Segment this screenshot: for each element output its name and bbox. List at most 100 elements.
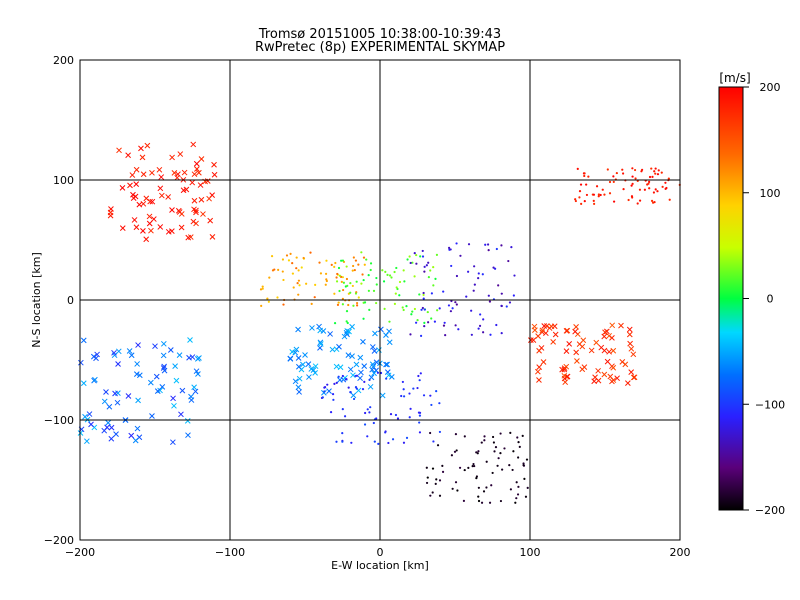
data-point-dot	[266, 297, 269, 300]
data-point-x	[296, 363, 302, 370]
data-point-x	[191, 206, 197, 213]
data-point-x	[536, 364, 543, 370]
data-point-x	[125, 152, 131, 159]
data-point-dot	[495, 323, 498, 327]
data-point-dot	[335, 280, 339, 283]
data-point-x	[134, 361, 140, 367]
data-point-x	[170, 439, 176, 446]
data-point-dot	[441, 464, 444, 467]
data-point-x	[295, 384, 302, 391]
data-point-dot	[394, 292, 397, 295]
colorbar-tick-label: 100	[760, 187, 781, 200]
data-point-x	[171, 170, 178, 176]
data-point-dot	[381, 269, 384, 272]
data-point-dot	[631, 175, 634, 178]
y-tick-label: −100	[44, 414, 74, 427]
data-point-dot	[432, 266, 435, 269]
data-point-dot	[268, 276, 271, 279]
data-point-x	[347, 366, 354, 373]
data-point-dot	[508, 464, 511, 467]
data-point-dot	[514, 501, 517, 504]
data-point-dot	[435, 389, 438, 393]
data-point-dot	[401, 380, 404, 384]
data-point-x	[88, 421, 94, 428]
data-point-x	[112, 390, 118, 397]
data-point-dot	[333, 265, 336, 268]
data-point-dot	[421, 255, 425, 258]
data-point-dot	[343, 415, 347, 418]
data-point-dot	[354, 386, 358, 389]
data-point-dot	[432, 440, 435, 443]
data-point-x	[572, 328, 578, 335]
data-point-dot	[270, 255, 274, 258]
data-point-dot	[340, 280, 343, 283]
data-point-dot	[352, 304, 355, 307]
data-point-x	[317, 341, 324, 347]
data-point-dot	[583, 199, 586, 203]
data-point-dot	[518, 445, 521, 448]
data-point-dot	[648, 175, 652, 179]
data-point-dot	[580, 202, 583, 205]
data-point-dot	[418, 414, 422, 417]
data-point-dot	[494, 267, 497, 270]
data-point-dot	[447, 304, 451, 307]
data-point-dot	[516, 436, 519, 439]
data-point-dot	[503, 447, 506, 450]
data-point-dot	[438, 402, 441, 405]
data-point-dot	[310, 302, 313, 305]
data-point-dot	[500, 244, 503, 247]
data-point-dot	[360, 251, 363, 254]
data-point-x	[580, 337, 587, 344]
data-point-dot	[636, 202, 639, 205]
chart-title: Tromsø 20151005 10:38:00-10:39:43	[258, 27, 502, 42]
data-point-x	[601, 347, 608, 354]
data-point-dot	[395, 266, 398, 270]
data-point-x	[296, 389, 302, 395]
data-point-x	[174, 174, 181, 181]
data-point-dot	[612, 175, 615, 178]
data-point-x	[165, 194, 172, 200]
data-point-x	[128, 352, 135, 359]
data-point-dot	[338, 289, 341, 293]
data-point-dot	[422, 297, 425, 300]
data-point-x	[353, 361, 360, 368]
data-point-x	[531, 323, 538, 330]
data-point-dot	[342, 288, 345, 292]
data-point-dot	[641, 168, 644, 171]
data-point-dot	[459, 254, 462, 257]
data-point-x	[573, 349, 580, 356]
data-point-dot	[450, 264, 453, 268]
data-point-dot	[420, 308, 423, 311]
y-tick-label: 100	[53, 174, 74, 187]
data-point-dot	[314, 283, 317, 286]
data-point-dot	[615, 171, 618, 175]
data-point-x	[563, 348, 570, 354]
data-point-dot	[346, 284, 349, 287]
data-point-dot	[349, 282, 352, 285]
data-point-x	[115, 361, 121, 367]
data-point-x	[376, 347, 382, 353]
data-point-x	[188, 393, 194, 400]
data-point-x	[105, 419, 112, 426]
data-point-x	[200, 211, 206, 217]
data-point-dot	[488, 300, 492, 303]
data-point-x	[384, 369, 391, 375]
data-point-dot	[515, 497, 518, 500]
data-point-dot	[365, 258, 368, 261]
data-point-dot	[500, 332, 503, 335]
data-point-x	[316, 323, 322, 330]
data-point-dot	[338, 274, 341, 277]
data-point-dot	[325, 279, 328, 283]
data-point-dot	[347, 303, 350, 307]
data-point-dot	[362, 317, 365, 320]
data-point-dot	[525, 458, 529, 461]
data-point-x	[94, 351, 100, 358]
data-point-dot	[341, 440, 344, 443]
data-point-dot	[352, 397, 356, 401]
data-point-dot	[382, 280, 386, 283]
colorbar-tick-label: −200	[755, 504, 785, 517]
data-point-dot	[455, 449, 458, 452]
data-point-dot	[406, 258, 409, 261]
data-point-x	[618, 322, 624, 329]
data-point-x	[563, 363, 570, 370]
